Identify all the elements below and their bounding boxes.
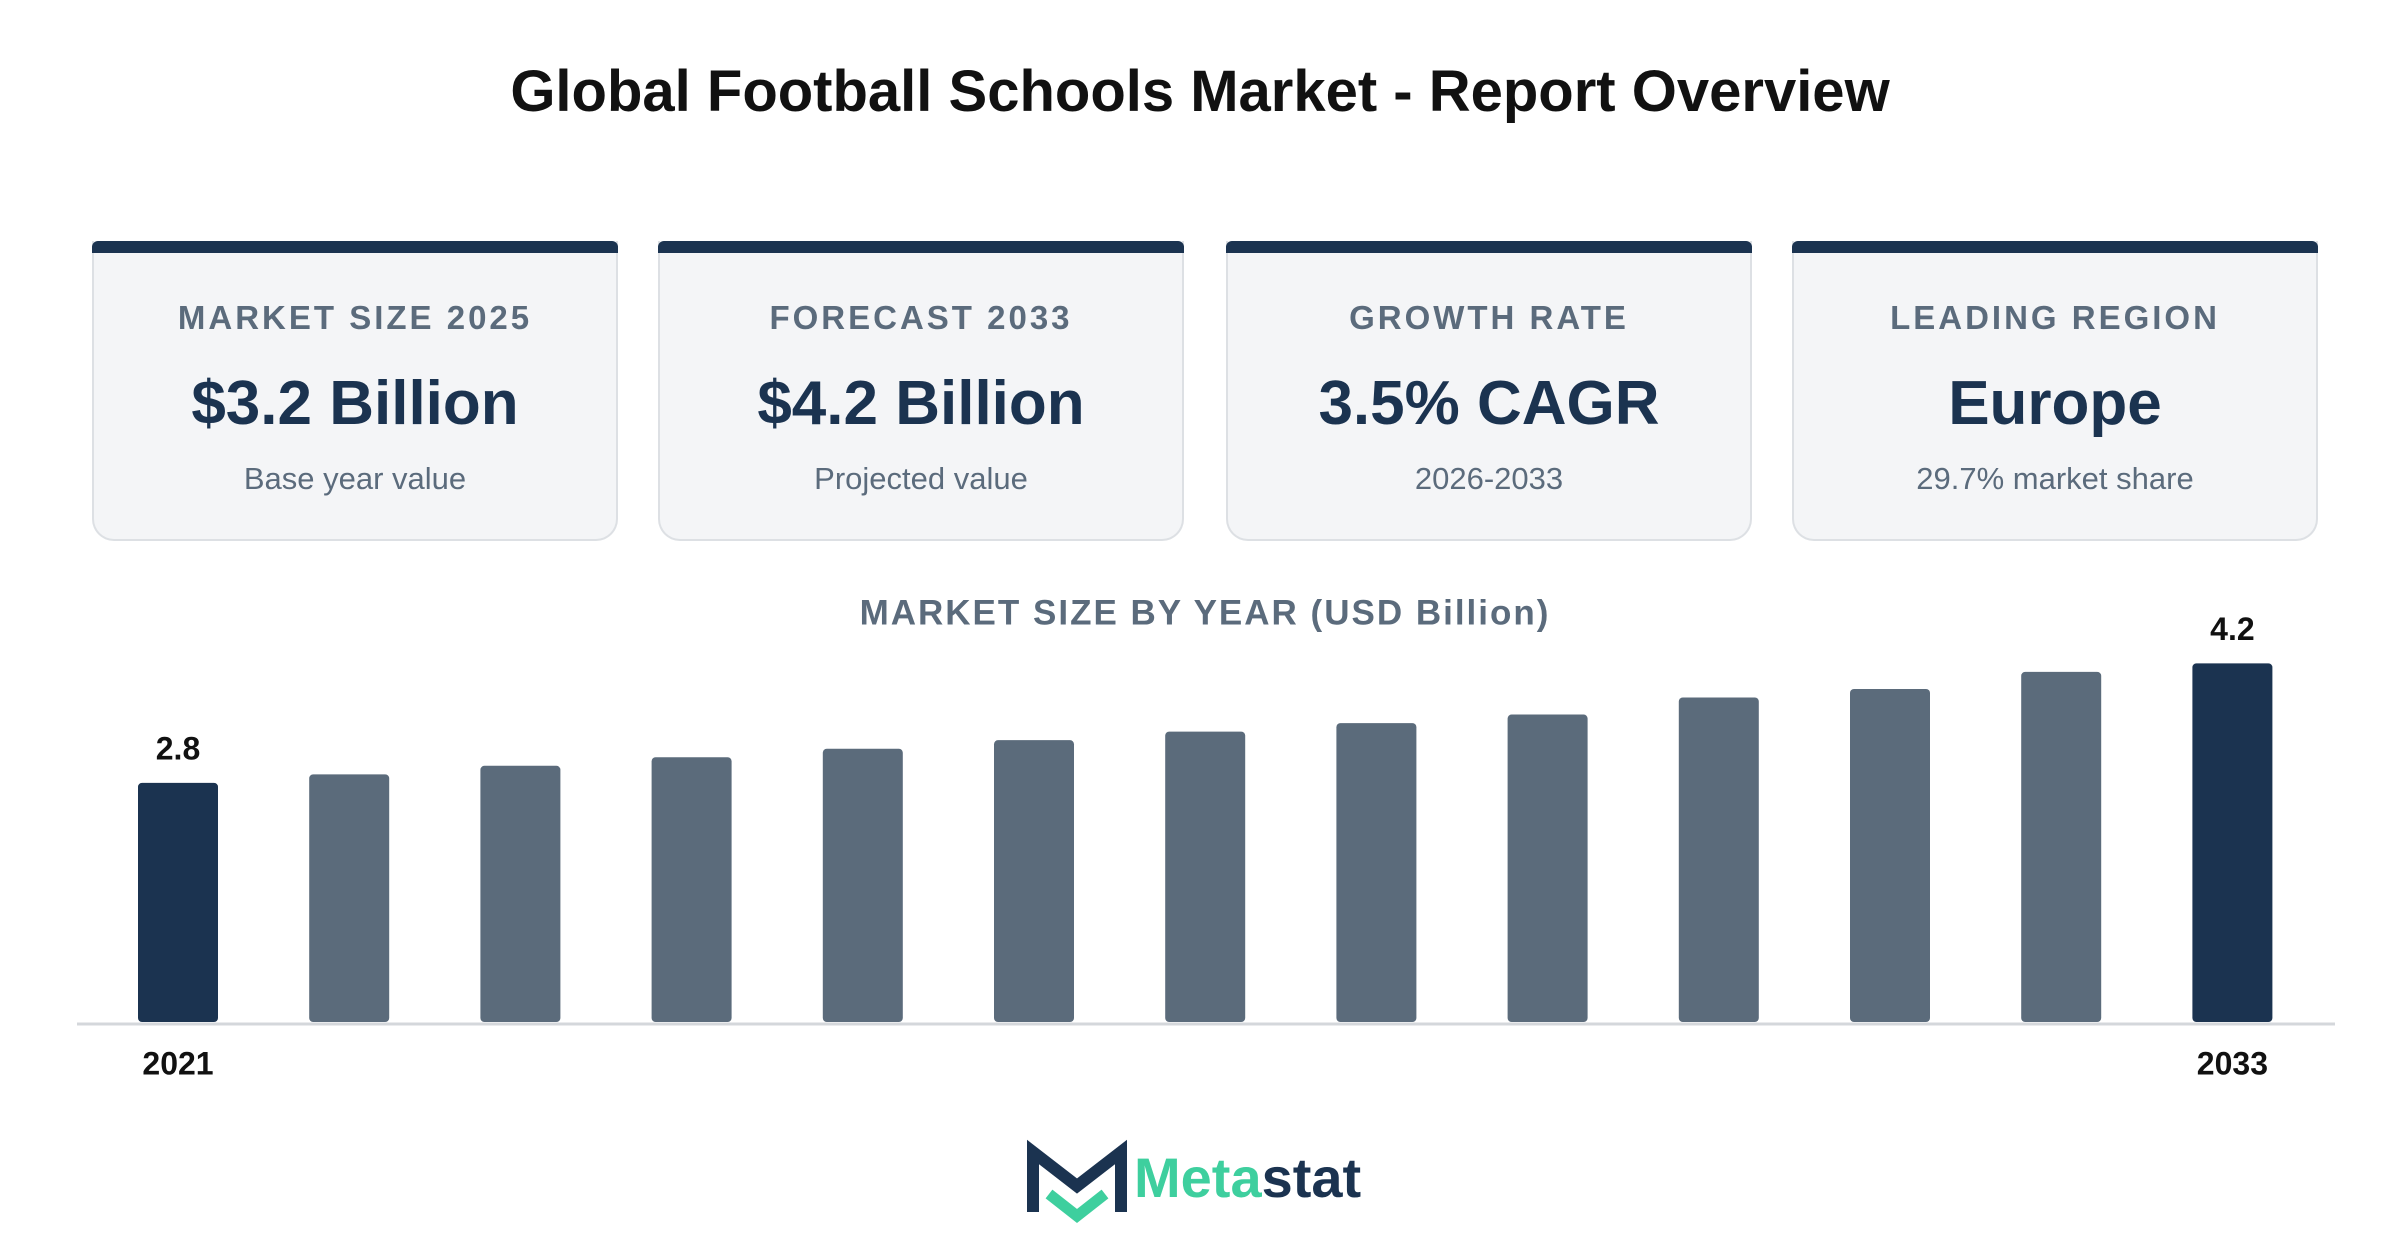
card-value: 3.5% CAGR — [1318, 369, 1660, 438]
logo-part: Meta — [1134, 1146, 1262, 1209]
card-note: Projected value — [814, 461, 1028, 496]
card-note: 29.7% market share — [1916, 461, 2194, 496]
bar — [138, 782, 218, 1022]
bar — [1507, 714, 1588, 1022]
bar — [309, 774, 390, 1022]
logo-icon — [1027, 1139, 1127, 1223]
logo-text: Metastat — [1134, 1146, 1361, 1209]
card-accent — [658, 241, 1184, 253]
card-label: LEADING REGION — [1890, 299, 2220, 336]
bar — [1850, 688, 1930, 1022]
card-value: Europe — [1948, 369, 2162, 438]
bar — [651, 757, 732, 1022]
card-value: $3.2 Billion — [191, 369, 519, 438]
value-label: 2.8 — [156, 730, 200, 766]
card-accent — [92, 241, 618, 253]
bar — [2021, 671, 2102, 1022]
bar — [994, 740, 1074, 1022]
card-accent — [1226, 241, 1752, 253]
card-accent — [1792, 241, 2318, 253]
bar — [480, 765, 561, 1022]
card-note: 2026-2033 — [1414, 461, 1564, 496]
x-tick-label: 2021 — [142, 1045, 213, 1081]
chart-title: MARKET SIZE BY YEAR (USD Billion) — [860, 593, 1551, 632]
stat-card: MARKET SIZE 2025 $3.2 Billion Base year va… — [92, 241, 618, 541]
logo-part: stat — [1262, 1146, 1362, 1209]
card-label: MARKET SIZE 2025 — [177, 299, 533, 336]
card-value: $4.2 Billion — [757, 369, 1085, 438]
card-label: GROWTH RATE — [1349, 299, 1629, 336]
bar — [2192, 663, 2273, 1022]
stat-card: FORECAST 2033 $4.2 Billion Projected value — [658, 241, 1184, 541]
card-note: Base year value — [243, 461, 467, 496]
stat-card: GROWTH RATE 3.5% CAGR 2026-2033 — [1226, 241, 1752, 541]
card-label: FORECAST 2033 — [769, 299, 1073, 336]
bar — [1165, 731, 1246, 1022]
stat-card: LEADING REGION Europe 29.7% market share — [1792, 241, 2318, 541]
page-title: Global Football Schools Market - Report … — [510, 59, 1890, 124]
bar — [1336, 723, 1417, 1022]
value-label: 4.2 — [2210, 611, 2254, 647]
bar — [1678, 697, 1759, 1022]
x-tick-label: 2033 — [2197, 1045, 2268, 1081]
bar — [822, 748, 903, 1022]
